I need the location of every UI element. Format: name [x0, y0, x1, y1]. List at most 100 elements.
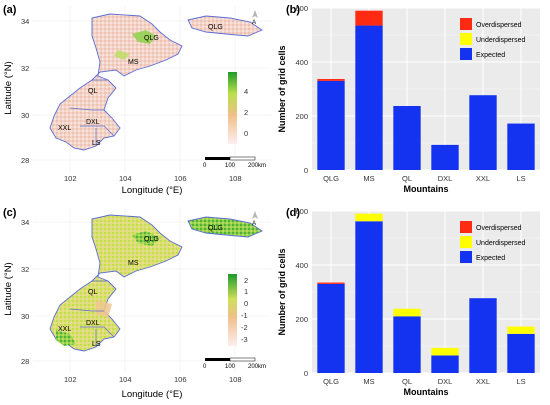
svg-text:200km: 200km	[248, 364, 266, 370]
map-c-region-qlg-1: QLG	[144, 236, 159, 243]
x-axis-title: Mountains	[404, 184, 449, 194]
xtick-label: XXL	[476, 174, 490, 183]
xtick-label: MS	[363, 174, 374, 183]
legend-key-expected	[460, 48, 472, 60]
map-c-xtick-104: 104	[119, 375, 132, 384]
bar-expected-ms	[355, 25, 383, 170]
map-c-mountains	[49, 214, 183, 352]
map-a-ytick-28: 28	[21, 156, 29, 165]
map-c-region-xxl: XXL	[58, 326, 71, 333]
map-a-colorbar-tick-0: 0	[244, 129, 248, 138]
bar-expected-ls	[507, 123, 535, 170]
bar-expected-xxl	[469, 298, 497, 373]
svg-text:0: 0	[203, 163, 207, 169]
map-a-region-ls: LS	[92, 140, 101, 147]
map-c-colorbar-tick-2: 2	[244, 276, 248, 285]
xtick-label: QL	[402, 174, 412, 183]
svg-text:200km: 200km	[248, 163, 266, 169]
map-c-colorbar-tick-m1: -1	[241, 311, 248, 320]
bar-expected-ms	[355, 221, 383, 373]
map-c-ylabel: Latitude (°N)	[3, 262, 14, 315]
ytick-label: 600	[295, 4, 308, 13]
map-c-region-ms: MS	[128, 260, 139, 267]
map-a-region-ms: MS	[128, 59, 139, 66]
map-c-xtick-108: 108	[229, 375, 242, 384]
bar-overdispersed-ms	[355, 10, 383, 26]
map-a-region-dxl: DXL	[86, 119, 100, 126]
ytick-label: 200	[295, 112, 308, 121]
bar-overdispersed-qlg	[317, 79, 345, 81]
map-a-xlabel: Longitude (°E)	[122, 185, 183, 196]
map-a-ytick-30: 30	[21, 111, 29, 120]
svg-text:A: A	[252, 221, 256, 227]
panel-c-map: (c) QLG QLG MS QL XXL DXL LS A 2 1 0	[3, 207, 271, 400]
map-c-colorbar-tick-m3: -3	[241, 335, 248, 344]
map-c-north-arrow: A	[252, 211, 258, 227]
panel-label: (b)	[286, 4, 300, 16]
x-axis-title: Mountains	[404, 387, 449, 397]
map-a-hotspot	[132, 30, 156, 44]
map-c-xtick-106: 106	[174, 375, 187, 384]
legend-label-expected: Expected	[476, 255, 505, 262]
map-a-xtick-104: 104	[119, 174, 132, 183]
xtick-label: DXL	[438, 174, 453, 183]
xtick-label: DXL	[438, 377, 453, 386]
map-a-ylabel: Latitude (°N)	[3, 61, 14, 114]
map-c-xlabel: Longitude (°E)	[122, 389, 183, 400]
map-a-colorbar	[228, 72, 237, 144]
bar-expected-qlg	[317, 283, 345, 373]
map-c-region-qlg-2: QLG	[208, 225, 223, 232]
legend-label-expected: Expected	[476, 52, 505, 59]
ytick-label: 400	[295, 58, 308, 67]
bar-expected-ls	[507, 333, 535, 373]
legend-key-overdispersed	[460, 221, 472, 233]
map-a-ytick-32: 32	[21, 64, 29, 73]
ytick-label: 400	[295, 261, 308, 270]
bar-expected-ql	[393, 106, 421, 170]
map-a-xtick-106: 106	[174, 174, 187, 183]
map-c-hotspot	[132, 231, 160, 246]
bar-underdispersed-ms	[355, 213, 383, 222]
xtick-label: QLG	[323, 174, 339, 183]
bar-expected-dxl	[431, 144, 459, 170]
xtick-label: QL	[402, 377, 412, 386]
svg-text:100: 100	[225, 163, 236, 169]
panel-a-label: (a)	[3, 4, 17, 16]
map-a-hotspot-2	[114, 50, 130, 60]
map-a-region-qlg-1: QLG	[144, 35, 159, 42]
map-a-colorbar-tick-2: 2	[244, 108, 248, 117]
legend-label-overdispersed: Overdispersed	[476, 225, 522, 232]
map-a-ytick-34: 34	[21, 17, 29, 26]
panel-c-label: (c)	[3, 207, 17, 219]
legend-key-underdispersed	[460, 33, 472, 45]
map-c-xtick-102: 102	[64, 375, 77, 384]
bar-expected-ql	[393, 316, 421, 373]
bar-underdispersed-ls	[507, 326, 535, 334]
map-c-colorbar-tick-m2: -2	[241, 323, 248, 332]
y-axis-title: Number of grid cells	[277, 248, 287, 335]
map-a-mountains	[49, 13, 183, 151]
map-c-scalebar: 0 100 200km	[203, 357, 266, 370]
svg-text:100: 100	[225, 364, 236, 370]
chart-b: 0 200 400 600 QLG MS QL DXL XXL LS Mountains Number…	[277, 4, 540, 194]
legend-key-overdispersed	[460, 18, 472, 30]
map-c-colorbar	[228, 274, 237, 346]
map-a-xtick-108: 108	[229, 174, 242, 183]
map-c-region-ls: LS	[92, 341, 101, 348]
map-a-scalebar: 0 100 200km	[203, 156, 266, 169]
y-axis-title: Number of grid cells	[277, 45, 287, 132]
legend-key-underdispersed	[460, 236, 472, 248]
svg-text:A: A	[252, 20, 256, 26]
map-a-boundaries	[69, 79, 117, 146]
map-a-region-ql: QL	[88, 88, 97, 95]
map-c-colorbar-tick-0: 0	[244, 299, 248, 308]
xtick-label: QLG	[323, 377, 339, 386]
xtick-label: MS	[363, 377, 374, 386]
map-c-ytick-28: 28	[21, 357, 29, 366]
map-a-colorbar-tick-4: 4	[244, 87, 248, 96]
legend-label-underdispersed: Underdispersed	[476, 37, 526, 44]
bar-underdispersed-ql	[393, 308, 421, 317]
map-c-low-area	[96, 300, 112, 318]
bar-overdispersed-qlg	[317, 282, 345, 284]
